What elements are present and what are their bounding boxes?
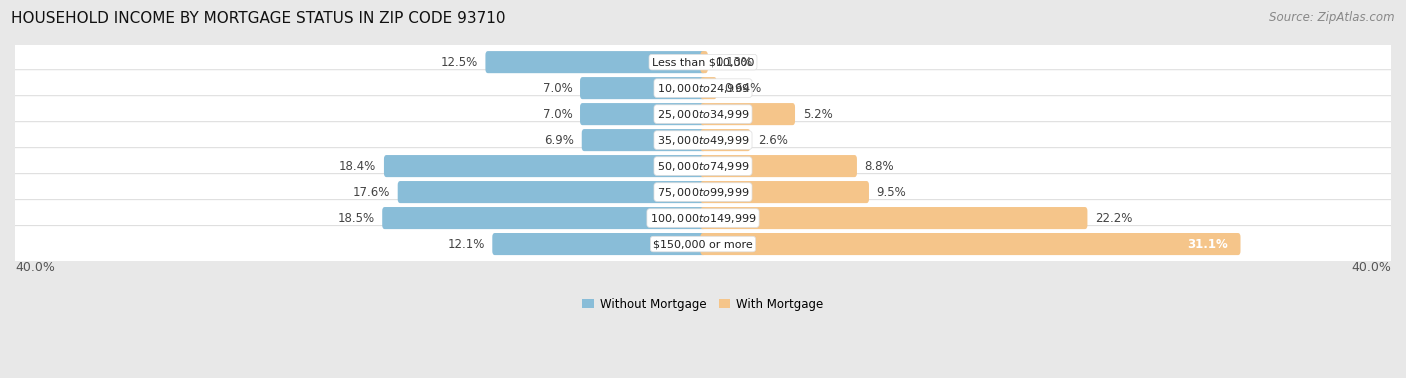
Text: Less than $10,000: Less than $10,000 bbox=[652, 57, 754, 67]
Text: 18.5%: 18.5% bbox=[337, 212, 374, 225]
FancyBboxPatch shape bbox=[485, 51, 706, 73]
FancyBboxPatch shape bbox=[700, 207, 1087, 229]
FancyBboxPatch shape bbox=[700, 51, 707, 73]
FancyBboxPatch shape bbox=[10, 148, 1396, 184]
Text: 0.13%: 0.13% bbox=[716, 56, 752, 69]
Text: 22.2%: 22.2% bbox=[1095, 212, 1133, 225]
Text: 0.64%: 0.64% bbox=[724, 82, 762, 94]
Text: 18.4%: 18.4% bbox=[339, 160, 377, 173]
Text: 40.0%: 40.0% bbox=[15, 261, 55, 274]
FancyBboxPatch shape bbox=[581, 77, 706, 99]
FancyBboxPatch shape bbox=[700, 103, 794, 125]
FancyBboxPatch shape bbox=[700, 155, 856, 177]
FancyBboxPatch shape bbox=[10, 70, 1396, 107]
Text: Source: ZipAtlas.com: Source: ZipAtlas.com bbox=[1270, 11, 1395, 24]
FancyBboxPatch shape bbox=[700, 77, 717, 99]
Text: 8.8%: 8.8% bbox=[865, 160, 894, 173]
FancyBboxPatch shape bbox=[700, 181, 869, 203]
FancyBboxPatch shape bbox=[10, 174, 1396, 211]
FancyBboxPatch shape bbox=[382, 207, 706, 229]
Legend: Without Mortgage, With Mortgage: Without Mortgage, With Mortgage bbox=[578, 293, 828, 315]
FancyBboxPatch shape bbox=[10, 44, 1396, 81]
FancyBboxPatch shape bbox=[700, 129, 751, 151]
FancyBboxPatch shape bbox=[10, 200, 1396, 236]
Text: $100,000 to $149,999: $100,000 to $149,999 bbox=[650, 212, 756, 225]
FancyBboxPatch shape bbox=[581, 103, 706, 125]
FancyBboxPatch shape bbox=[384, 155, 706, 177]
FancyBboxPatch shape bbox=[398, 181, 706, 203]
Text: HOUSEHOLD INCOME BY MORTGAGE STATUS IN ZIP CODE 93710: HOUSEHOLD INCOME BY MORTGAGE STATUS IN Z… bbox=[11, 11, 506, 26]
Text: 5.2%: 5.2% bbox=[803, 108, 832, 121]
Text: 6.9%: 6.9% bbox=[544, 133, 574, 147]
FancyBboxPatch shape bbox=[10, 226, 1396, 262]
Text: 9.5%: 9.5% bbox=[877, 186, 907, 198]
FancyBboxPatch shape bbox=[10, 122, 1396, 158]
Text: 7.0%: 7.0% bbox=[543, 108, 572, 121]
Text: 31.1%: 31.1% bbox=[1187, 237, 1227, 251]
Text: 12.1%: 12.1% bbox=[447, 237, 485, 251]
Text: 17.6%: 17.6% bbox=[353, 186, 389, 198]
Text: $10,000 to $24,999: $10,000 to $24,999 bbox=[657, 82, 749, 94]
FancyBboxPatch shape bbox=[700, 233, 1240, 255]
Text: $150,000 or more: $150,000 or more bbox=[654, 239, 752, 249]
Text: $35,000 to $49,999: $35,000 to $49,999 bbox=[657, 133, 749, 147]
Text: 7.0%: 7.0% bbox=[543, 82, 572, 94]
Text: 2.6%: 2.6% bbox=[758, 133, 787, 147]
Text: $75,000 to $99,999: $75,000 to $99,999 bbox=[657, 186, 749, 198]
FancyBboxPatch shape bbox=[582, 129, 706, 151]
Text: $25,000 to $34,999: $25,000 to $34,999 bbox=[657, 108, 749, 121]
FancyBboxPatch shape bbox=[492, 233, 706, 255]
Text: $50,000 to $74,999: $50,000 to $74,999 bbox=[657, 160, 749, 173]
FancyBboxPatch shape bbox=[10, 96, 1396, 132]
Text: 12.5%: 12.5% bbox=[440, 56, 478, 69]
Text: 40.0%: 40.0% bbox=[1351, 261, 1391, 274]
